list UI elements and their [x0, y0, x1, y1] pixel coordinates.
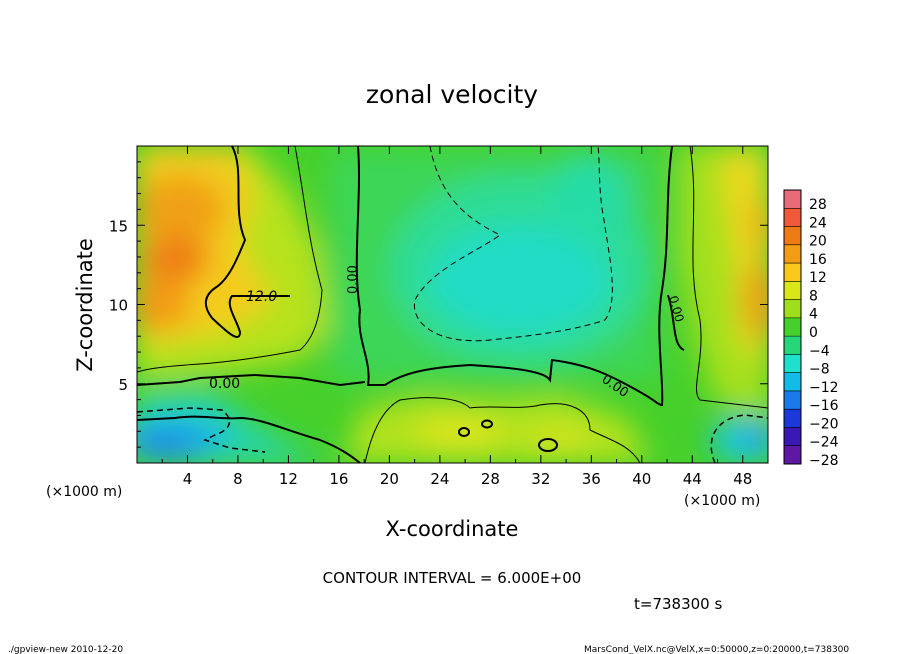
- colorbar-label: 20: [809, 234, 827, 250]
- chart-title: zonal velocity: [366, 80, 538, 109]
- x-tick-label: 36: [582, 470, 601, 488]
- y-tick-label: 15: [109, 217, 128, 235]
- colorbar-label: 24: [809, 215, 827, 231]
- colorbar-frame: [783, 189, 802, 465]
- colorbar-swatch: [784, 336, 801, 355]
- x-tick-label: 20: [380, 470, 399, 488]
- contour-label-0-west: 0.00: [209, 376, 240, 392]
- contour-label-0-mid: 0.00: [346, 265, 361, 294]
- colorbar-label: −12: [809, 380, 839, 396]
- colorbar-swatch: [784, 354, 801, 374]
- colorbar-swatch: [784, 372, 801, 392]
- colorbar-swatch: [784, 263, 801, 282]
- contour-label-0-far-east: 0.00: [666, 294, 686, 323]
- contour-12-blob-2: [481, 419, 493, 429]
- y-tick-label: 5: [118, 376, 128, 394]
- colorbar-swatch: [784, 281, 801, 301]
- x-tick-label: 4: [183, 470, 193, 488]
- x-axis-label: X-coordinate: [386, 517, 519, 541]
- x-tick-label: 8: [233, 470, 243, 488]
- x-tick-label: 32: [531, 470, 550, 488]
- contour-label-12: 12.0: [246, 289, 277, 305]
- colorbar-label: −28: [809, 453, 839, 469]
- contour-lines: [137, 146, 768, 463]
- colorbar-swatch: [784, 409, 801, 428]
- colorbar-label: 4: [809, 307, 818, 323]
- colorbar-swatch: [784, 390, 801, 410]
- x-axis-ticks: 4 8 12 16 20 24 28 32 36 40 44 48: [161, 146, 752, 488]
- contour-0-east: [667, 294, 685, 351]
- heatmap-field: [137, 146, 768, 463]
- colorbar: 28 24 20 16 12 8 4 0 −4 −8 −12 −16 −20 −24 −28: [783, 189, 839, 469]
- contour-interval: CONTOUR INTERVAL = 6.000E+00: [323, 569, 582, 587]
- x-tick-label: 40: [632, 470, 651, 488]
- colorbar-label: 12: [809, 270, 827, 286]
- contour-6-west: [137, 146, 323, 373]
- contour-0-valley: [137, 415, 361, 463]
- x-tick-label: 28: [481, 470, 500, 488]
- y-axis-ticks: 5 10 15: [109, 161, 768, 448]
- footer-right: MarsCond_VelX.nc@VelX,x=0:50000,z=0:2000…: [584, 645, 849, 654]
- contour-0-west: [137, 373, 366, 387]
- x-unit-right: (×1000 m): [684, 493, 760, 509]
- x-tick-label: 44: [683, 470, 702, 488]
- colorbar-swatch: [784, 244, 801, 264]
- time-label: t=738300 s: [634, 595, 722, 613]
- colorbar-label: 8: [809, 288, 818, 304]
- y-tick-label: 10: [109, 297, 128, 315]
- colorbar-swatch: [784, 226, 801, 246]
- contour-12-blob-1: [458, 427, 470, 437]
- contour-6-east: [689, 146, 768, 409]
- contour-neg6-inner: [413, 146, 613, 342]
- colorbar-swatch: [784, 208, 801, 228]
- colorbar-swatch: [784, 190, 801, 209]
- contour-0-mid: [355, 146, 673, 407]
- colorbar-swatch: [784, 427, 801, 447]
- colorbar-label: 0: [809, 325, 818, 341]
- x-tick-label: 24: [430, 470, 449, 488]
- colorbar-swatch: [784, 317, 801, 337]
- colorbar-label: −4: [809, 343, 830, 359]
- colorbar-label: 28: [809, 197, 827, 213]
- colorbar-label: −20: [809, 416, 839, 432]
- contour-12: [204, 146, 290, 338]
- contour-neg6-sw: [137, 407, 266, 453]
- x-tick-label: 48: [733, 470, 752, 488]
- x-tick-label: 12: [279, 470, 298, 488]
- colorbar-swatch: [784, 299, 801, 319]
- colorbar-swatch: [784, 445, 801, 465]
- colorbar-label: −8: [809, 362, 830, 378]
- contour-label-group: 12.0 0.00 0.00 0.00 0.00: [209, 265, 687, 401]
- contour-6-lower: [364, 397, 641, 463]
- y-axis-label: Z-coordinate: [73, 238, 97, 372]
- x-tick-label: 16: [329, 470, 348, 488]
- colorbar-label: −16: [809, 398, 839, 414]
- colorbar-label: −24: [809, 435, 839, 451]
- x-unit-left: (×1000 m): [46, 484, 122, 500]
- footer-left: ./gpview-new 2010-12-20: [8, 645, 123, 654]
- contour-12-blob-3: [538, 438, 558, 452]
- colorbar-label: 16: [809, 252, 827, 268]
